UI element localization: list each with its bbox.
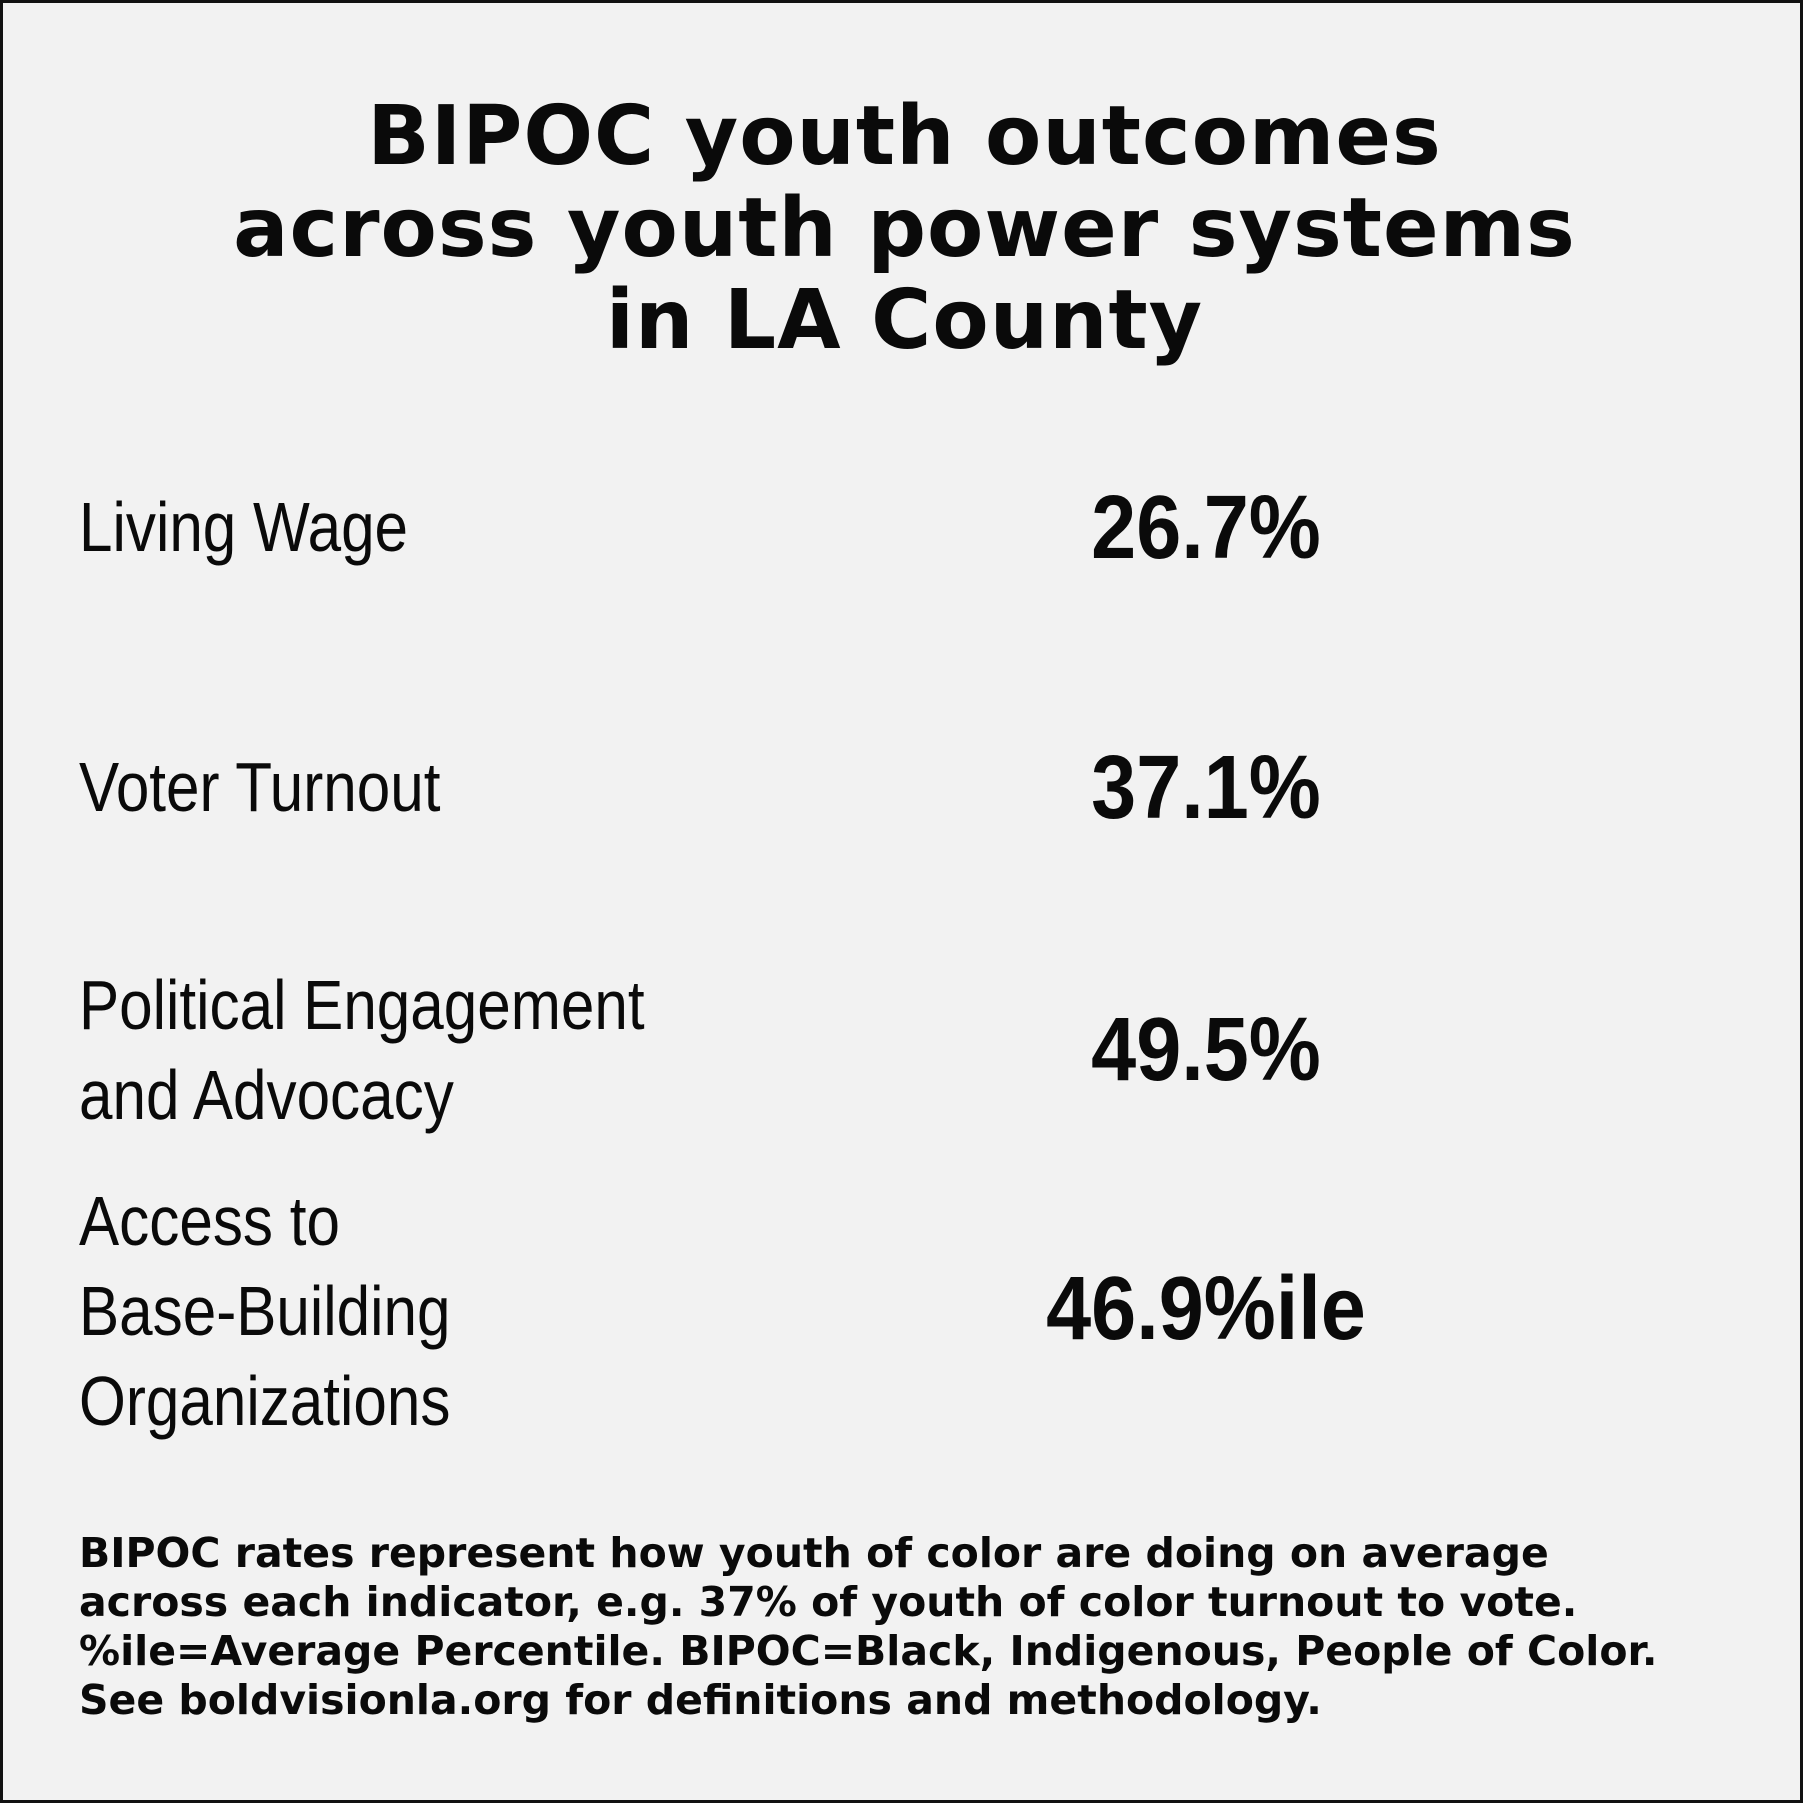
indicator-label-line: Access to [79,1182,340,1260]
infographic-title: BIPOC youth outcomes across youth power … [3,91,1803,367]
footnote-line: See boldvisionla.org for definitions and… [79,1676,1322,1724]
title-line: in LA County [605,273,1204,368]
indicator-label-line: Living Wage [79,488,409,566]
footnote: BIPOC rates represent how youth of color… [79,1529,1759,1725]
footnote-line: across each indicator, e.g. 37% of youth… [79,1578,1578,1626]
indicator-label: Voter Turnout [79,742,440,832]
indicator-value: 49.5% [1091,1000,1321,1100]
indicator-label-line: Political Engagement [79,966,645,1044]
title-line: across youth power systems [233,181,1576,276]
indicator-label-line: Base-Building [79,1272,451,1350]
indicator-label-line: Voter Turnout [79,748,441,826]
indicator-value: 46.9%ile [1046,1259,1366,1359]
footnote-line: %ile=Average Percentile. BIPOC=Black, In… [79,1627,1658,1675]
indicator-label: Political Engagement and Advocacy [79,960,645,1140]
footnote-line: BIPOC rates represent how youth of color… [79,1529,1549,1577]
indicator-label-line: and Advocacy [79,1056,454,1134]
indicator-value: 26.7% [1091,478,1321,578]
indicator-label-line: Organizations [79,1362,451,1440]
indicator-value: 37.1% [1091,738,1321,838]
indicator-label: Access to Base-Building Organizations [79,1176,450,1446]
indicator-label: Living Wage [79,482,408,572]
title-line: BIPOC youth outcomes [367,89,1442,184]
